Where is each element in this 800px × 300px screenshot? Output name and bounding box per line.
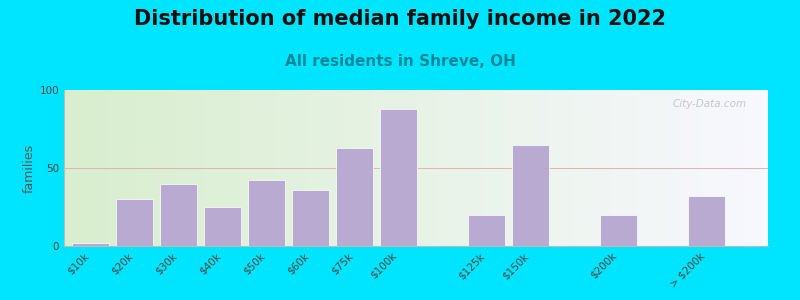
Bar (72, 243, 109, 246)
Bar (600, 215, 637, 246)
Bar (336, 148, 373, 246)
Bar (160, 184, 197, 246)
Bar (468, 215, 505, 246)
Bar (248, 181, 285, 246)
Bar (688, 196, 725, 246)
Text: All residents in Shreve, OH: All residents in Shreve, OH (285, 54, 515, 69)
Bar (380, 109, 417, 246)
Bar (292, 190, 329, 246)
Bar (116, 199, 153, 246)
Y-axis label: families: families (22, 143, 35, 193)
Text: Distribution of median family income in 2022: Distribution of median family income in … (134, 9, 666, 29)
Text: City-Data.com: City-Data.com (673, 99, 747, 110)
Bar (204, 207, 241, 246)
Bar (512, 145, 549, 246)
